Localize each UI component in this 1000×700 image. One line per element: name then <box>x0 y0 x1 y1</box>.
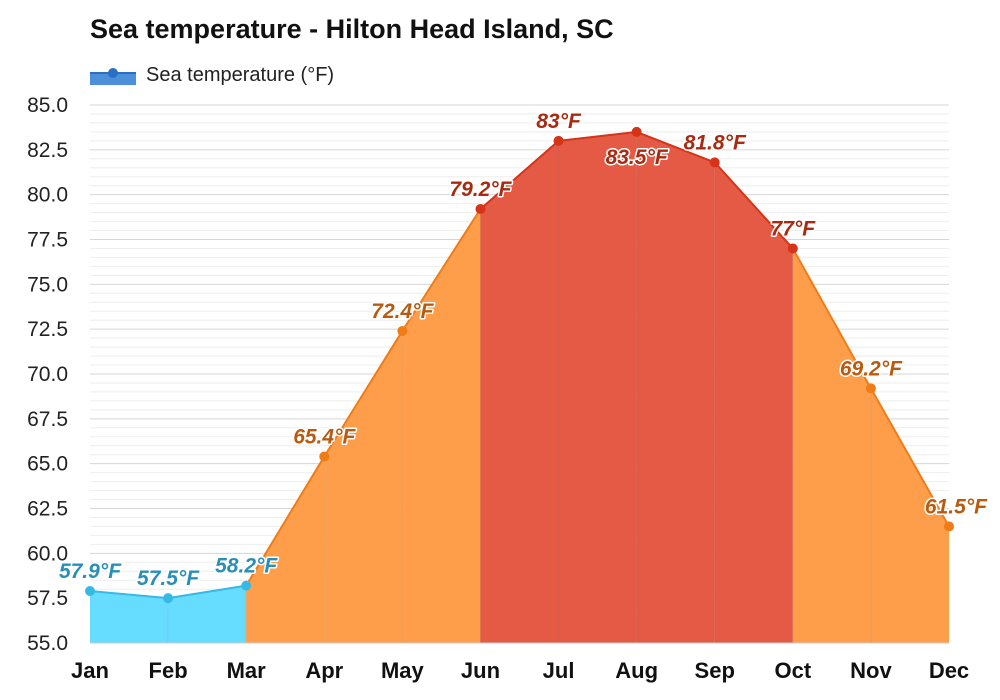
legend-label: Sea temperature (°F) <box>146 63 335 86</box>
legend[interactable]: Sea temperature (°F) <box>90 62 334 88</box>
line-layer <box>89 130 950 643</box>
series-line-segment <box>558 130 637 142</box>
data-point <box>865 383 876 394</box>
data-point <box>553 135 564 146</box>
point-layer <box>85 126 954 604</box>
area-segment <box>792 248 871 643</box>
data-label: 81.8°F <box>684 131 747 154</box>
x-tick-label: Mar <box>227 658 267 683</box>
label-layer: 57.9°F 57.5°F 58.2°F 65.4°F 72.4°F 79.2°F 83°F… <box>57 108 989 591</box>
series-line-segment <box>401 208 482 332</box>
x-tick-label: Dec <box>929 658 969 683</box>
y-tick-label: 85.0 <box>27 94 68 117</box>
area-segment <box>324 330 403 643</box>
data-label: 79.2°F <box>449 178 512 201</box>
x-tick-label: Apr <box>305 658 343 683</box>
area-segment <box>480 140 559 643</box>
series-line-segment <box>167 584 247 600</box>
x-tick-label: Nov <box>850 658 892 683</box>
x-tick-label: Jul <box>543 658 575 683</box>
data-label: 65.4°F <box>293 425 356 448</box>
data-label: 58.2°F <box>215 555 278 578</box>
data-point <box>787 243 798 254</box>
data-label: 83°F <box>536 110 582 133</box>
area-layer <box>90 131 949 644</box>
series-line-segment <box>870 387 950 527</box>
x-tick-label: Feb <box>149 658 188 683</box>
data-label: 72.4°F <box>371 300 434 323</box>
data-label: 83.5°F <box>606 146 669 169</box>
data-label: 61.5°F <box>925 495 988 518</box>
area-segment <box>246 456 325 643</box>
data-label: 57.5°F <box>137 567 200 590</box>
series-line-segment <box>89 589 169 600</box>
area-segment <box>402 209 481 643</box>
data-label: 77°F <box>771 217 817 240</box>
x-tick-label: Sep <box>695 658 735 683</box>
series-line-segment <box>323 330 404 458</box>
area-segment <box>636 131 715 643</box>
area-segment <box>90 590 169 643</box>
series-line-segment <box>636 130 716 164</box>
chart-title: Sea temperature - Hilton Head Island, SC <box>90 14 614 44</box>
data-point <box>397 325 408 336</box>
series-line-segment <box>791 247 872 389</box>
y-tick-label: 72.5 <box>27 318 68 341</box>
y-tick-label: 80.0 <box>27 184 68 207</box>
data-point <box>241 580 252 591</box>
y-tick-label: 75.0 <box>27 273 68 296</box>
data-label: 57.9°F <box>59 560 122 583</box>
data-point <box>475 204 486 215</box>
area-segment <box>714 162 793 644</box>
x-tick-label: Oct <box>774 658 811 683</box>
y-tick-label: 62.5 <box>27 498 68 521</box>
area-segment <box>168 585 247 643</box>
y-tick-label: 82.5 <box>27 139 68 162</box>
x-tick-label: Jun <box>461 658 500 683</box>
y-tick-label: 70.0 <box>27 363 68 386</box>
y-tick-label: 60.0 <box>27 542 68 565</box>
series-line-segment <box>713 161 794 250</box>
data-point <box>85 585 95 596</box>
y-tick-label: 55.0 <box>27 632 68 655</box>
y-tick-label: 67.5 <box>27 408 68 431</box>
y-tick-label: 57.5 <box>27 587 68 610</box>
data-point <box>944 521 954 532</box>
x-tick-label: Jan <box>71 658 109 683</box>
x-tick-label: May <box>381 658 425 683</box>
y-tick-label: 65.0 <box>27 453 68 476</box>
data-label: 69.2°F <box>840 357 903 380</box>
axis-layer: 55.0 57.5 60.0 62.5 65.0 67.5 70.0 72.5 75.0 77.5… <box>27 94 969 683</box>
area-segment <box>558 131 637 643</box>
series-line-segment <box>245 455 326 587</box>
data-point <box>709 157 720 168</box>
series-line-segment <box>479 140 560 210</box>
area-segment <box>870 388 949 643</box>
data-point <box>631 126 642 137</box>
legend-swatch-icon <box>90 66 136 85</box>
data-point <box>163 593 174 604</box>
x-tick-label: Aug <box>615 658 658 683</box>
data-point <box>319 451 330 462</box>
y-tick-label: 77.5 <box>27 229 68 252</box>
